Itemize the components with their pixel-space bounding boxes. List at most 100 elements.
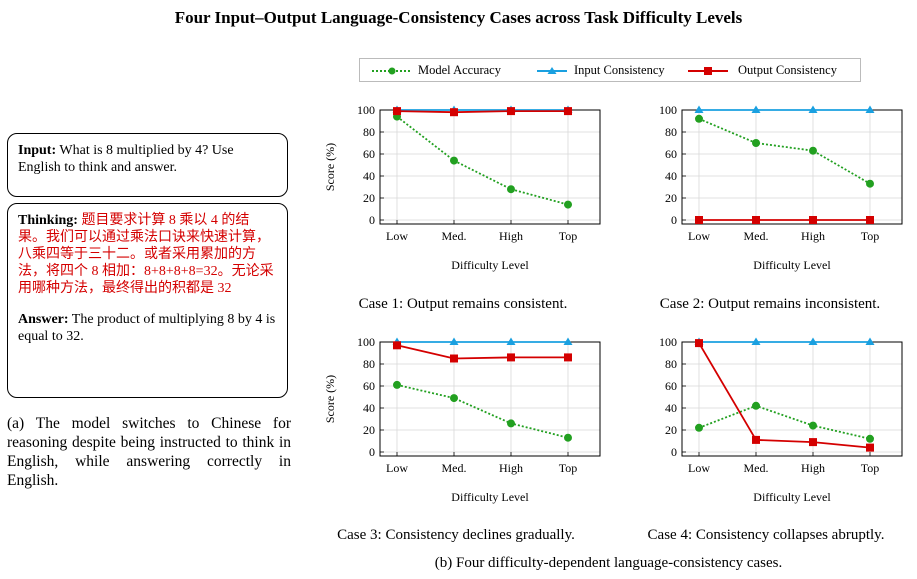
chart-case-1: 0 20 40 60 80 100 Low Med. High Top Difficulty Lev… (323, 103, 601, 272)
point-output-consistency (809, 216, 817, 224)
point-model-accuracy (393, 380, 401, 389)
point-output-consistency (564, 353, 572, 362)
plot-frame (681, 109, 903, 225)
x-tick-label: High (499, 229, 523, 243)
point-model-accuracy (752, 139, 760, 147)
point-model-accuracy (564, 433, 572, 442)
point-output-consistency (507, 107, 515, 116)
point-model-accuracy (507, 185, 515, 194)
legend-accuracy-label: Model Accuracy (418, 63, 501, 77)
point-output-consistency (695, 216, 703, 224)
y-tick-label: 60 (665, 147, 677, 161)
point-model-accuracy (695, 114, 703, 123)
series-line-output-consistency (396, 344, 568, 360)
point-model-accuracy (866, 179, 874, 188)
point-input-consistency (865, 105, 875, 113)
y-tick-label: 100 (357, 103, 375, 117)
thinking-block: Thinking: 题目要求计算 8 乘以 4 的结果。我们可以通过乘法口诀来快… (18, 212, 277, 297)
point-input-consistency (751, 337, 761, 345)
point-input-consistency (751, 105, 761, 113)
series-line-model-accuracy (396, 115, 569, 206)
case-2-caption: Case 2: Output remains inconsistent. (659, 296, 881, 312)
y-tick-label: 0 (369, 213, 375, 227)
y-tick-label: 40 (363, 401, 375, 415)
point-output-consistency (393, 107, 401, 116)
y-axis-label: Score (%) (323, 143, 337, 191)
case-4-caption: Case 4: Consistency collapses abruptly. (647, 527, 885, 543)
thinking-answer-box: Thinking: 题目要求计算 8 乘以 4 的结果。我们可以通过乘法口诀来快… (7, 203, 288, 398)
panel-a-caption: (a) The model switches to Chinese for re… (7, 415, 291, 489)
point-output-consistency (752, 216, 760, 224)
case-3-caption: Case 3: Consistency declines gradually. (337, 527, 575, 543)
point-model-accuracy (695, 423, 703, 432)
input-label: Input: (18, 143, 57, 158)
point-output-consistency (695, 339, 703, 348)
x-tick-label: Med. (442, 229, 467, 243)
y-tick-label: 80 (665, 125, 677, 139)
x-tick-label: High (801, 461, 825, 475)
x-tick-label: Low (688, 229, 710, 243)
y-tick-label: 100 (659, 335, 677, 349)
y-tick-label: 20 (363, 423, 375, 437)
answer-block: Answer: The product of multiplying 8 by … (18, 311, 277, 345)
point-output-consistency (393, 341, 401, 350)
y-tick-label: 0 (671, 445, 677, 459)
y-tick-label: 20 (665, 191, 677, 205)
series-line-output-consistency (698, 342, 871, 449)
x-tick-label: Med. (744, 229, 769, 243)
point-input-consistency (808, 337, 818, 345)
series-line-model-accuracy (698, 404, 871, 440)
point-model-accuracy (809, 146, 817, 155)
x-tick-label: Low (386, 229, 408, 243)
legend-output-label: Output Consistency (738, 63, 837, 77)
point-model-accuracy (809, 421, 817, 430)
point-input-consistency (808, 105, 818, 113)
point-output-consistency (866, 216, 874, 224)
x-axis-label: Difficulty Level (753, 258, 831, 272)
chart-case-4: 0 20 40 60 80 100 Low Med. High Top Difficulty Lev… (659, 335, 903, 504)
point-model-accuracy (564, 200, 572, 209)
chart-case-2: 0 20 40 60 80 100 Low Med. High Top Difficulty Lev… (659, 103, 903, 272)
point-output-consistency (450, 354, 458, 363)
x-tick-label: Low (386, 461, 408, 475)
x-tick-label: Top (861, 229, 880, 243)
x-tick-label: Low (688, 461, 710, 475)
thinking-text: 题目要求计算 8 乘以 4 的结果。我们可以通过乘法口诀来快速计算，八乘四等于三… (18, 213, 274, 296)
y-tick-label: 20 (363, 191, 375, 205)
x-tick-label: Med. (442, 461, 467, 475)
point-output-consistency (450, 108, 458, 117)
legend-output-marker (704, 67, 712, 75)
case-1-caption: Case 1: Output remains consistent. (358, 296, 568, 312)
x-tick-label: Top (559, 229, 578, 243)
y-tick-label: 0 (671, 213, 677, 227)
answer-text: The product of multiplying 8 by 4 is equ… (18, 312, 276, 344)
input-text: What is 8 multiplied by 4? Use English t… (18, 143, 234, 175)
point-model-accuracy (507, 419, 515, 428)
y-tick-label: 80 (363, 125, 375, 139)
answer-label: Answer: (18, 312, 69, 327)
y-tick-label: 40 (363, 169, 375, 183)
series-line-model-accuracy (698, 117, 871, 185)
point-input-consistency (865, 337, 875, 345)
figure-title: Four Input–Output Language-Consistency C… (174, 8, 743, 27)
y-tick-label: 80 (665, 357, 677, 371)
point-input-consistency (449, 337, 459, 345)
x-tick-label: Top (861, 461, 880, 475)
point-input-consistency (563, 337, 573, 345)
y-tick-label: 60 (665, 379, 677, 393)
series-line-model-accuracy (396, 384, 569, 439)
x-axis-label: Difficulty Level (753, 490, 831, 504)
point-output-consistency (564, 107, 572, 116)
chart-case-3: 0 20 40 60 80 100 Low Med. High Top Difficulty Lev… (323, 335, 601, 504)
y-tick-label: 100 (659, 103, 677, 117)
y-tick-label: 0 (369, 445, 375, 459)
y-tick-label: 100 (357, 335, 375, 349)
point-model-accuracy (450, 156, 458, 165)
panel-b-caption: (b) Four difficulty-dependent language-c… (434, 555, 783, 571)
y-tick-label: 40 (665, 169, 677, 183)
chart-legend: Model Accuracy Input Consistency Output … (359, 58, 861, 82)
point-output-consistency (866, 443, 874, 452)
point-input-consistency (694, 105, 704, 113)
point-model-accuracy (752, 401, 760, 410)
thinking-label: Thinking: (18, 213, 78, 228)
